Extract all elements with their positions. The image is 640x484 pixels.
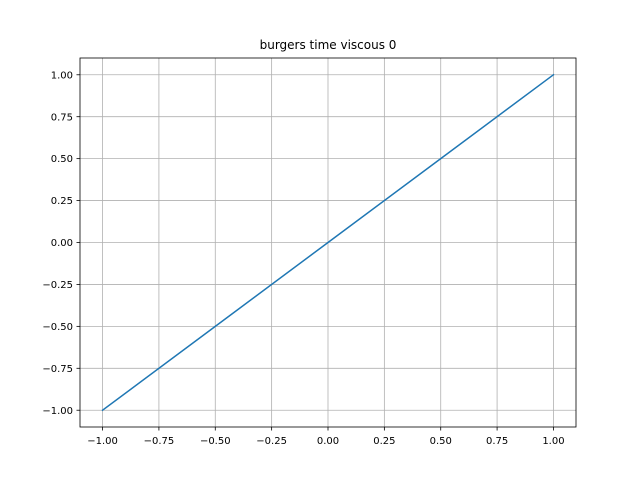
x-tick-label: 0.25	[373, 436, 395, 447]
y-tick-label: 0.50	[51, 154, 73, 165]
y-tick-label: −0.25	[42, 280, 73, 291]
series-line	[101, 73, 555, 412]
x-tick-label: 0.75	[486, 436, 508, 447]
y-tick-label: −0.75	[42, 364, 73, 375]
y-tick-label: 1.00	[51, 70, 73, 81]
series-layer	[101, 73, 555, 412]
x-tick-label: −0.50	[200, 436, 231, 447]
y-tick-label: 0.75	[51, 112, 73, 123]
axis-ticks: −1.00 −0.75 −0.50 −0.25 0.00 0.25 0.50 0.75 1.00…	[42, 70, 564, 447]
x-tick-label: −1.00	[87, 436, 118, 447]
x-tick-label: 0.00	[317, 436, 339, 447]
y-tick-label: −0.50	[42, 322, 73, 333]
y-tick-label: −1.00	[42, 406, 73, 417]
y-tick-label: 0.00	[51, 238, 73, 249]
y-tick-label: 0.25	[51, 196, 73, 207]
chart-title: burgers time viscous 0	[260, 38, 397, 52]
x-tick-label: 0.50	[430, 436, 452, 447]
x-tick-label: −0.75	[144, 436, 175, 447]
x-tick-label: −0.25	[256, 436, 287, 447]
x-tick-label: 1.00	[542, 436, 564, 447]
